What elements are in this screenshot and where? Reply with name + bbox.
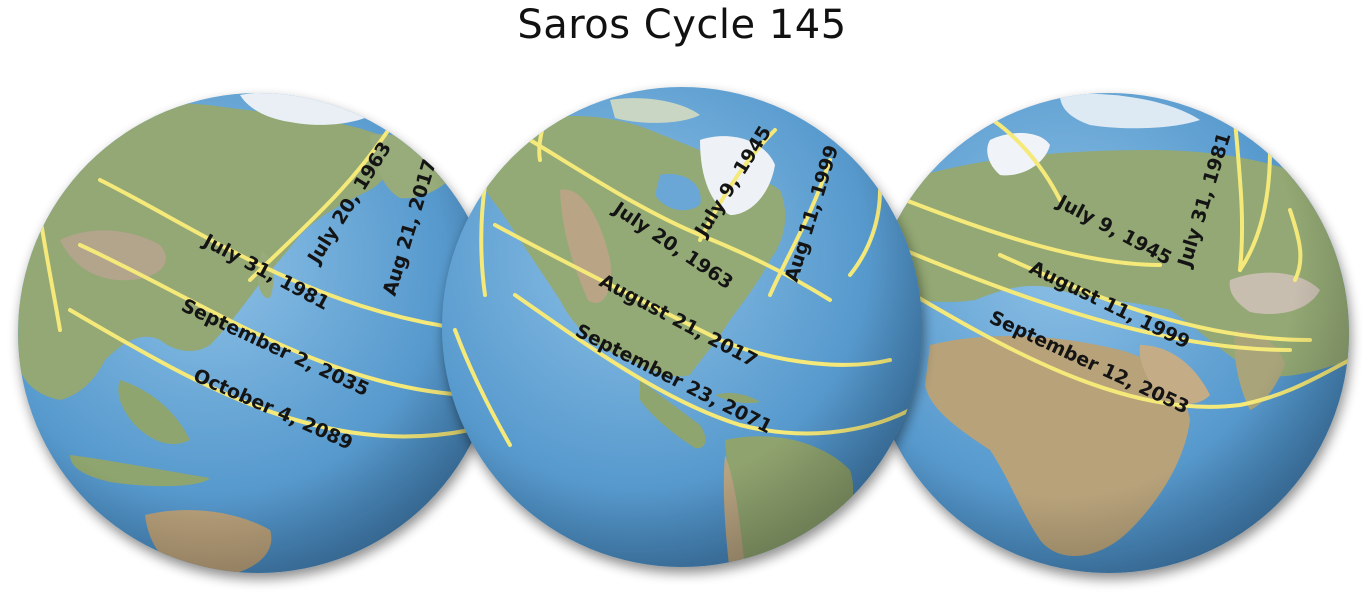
globe-asia-pacific: July 20, 1963 Aug 21, 2017 July 31, 1981… (18, 93, 498, 573)
globe-europe-africa: July 9, 1945 July 31, 1981 August 11, 19… (869, 93, 1349, 573)
globe-shading (869, 93, 1349, 573)
globe-shading (18, 93, 498, 573)
page-title: Saros Cycle 145 (517, 2, 847, 48)
globe-americas: July 9, 1945 Aug 11, 1999 July 20, 1963 … (442, 87, 922, 567)
globe-shading (442, 87, 922, 567)
